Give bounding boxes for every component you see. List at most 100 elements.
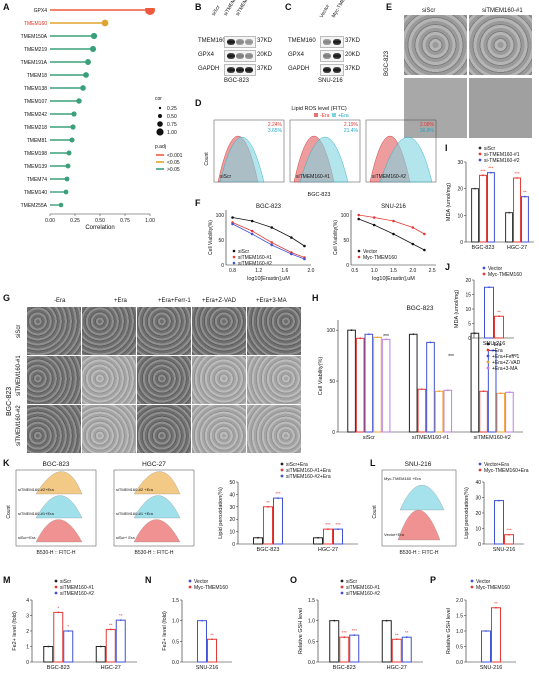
bar-point xyxy=(350,329,353,332)
x-category-label: siTMEM160-#2 xyxy=(474,435,511,441)
panel-letter-e: E xyxy=(386,2,393,12)
y-tick-label: 20 xyxy=(475,511,481,517)
legend-marker xyxy=(340,591,344,595)
panel-g-microscopy-grid: -Era +Era +Era+Ferr-1 +Era+Z-VAD +Era+3-… xyxy=(6,296,306,456)
legend-label: +Era xyxy=(492,348,503,354)
y-tick-label: 0 xyxy=(460,240,463,246)
bar-point xyxy=(359,337,362,340)
series-line xyxy=(358,218,425,251)
bar xyxy=(355,337,365,433)
data-point xyxy=(423,232,426,236)
size-label: 20KD xyxy=(345,52,361,58)
y-tick-label: 1.5 xyxy=(308,598,315,604)
micrograph-cell xyxy=(81,404,137,454)
panel-letter-a: A xyxy=(3,2,10,12)
bar xyxy=(63,630,74,663)
y-tick-label: 2.0 xyxy=(456,598,463,604)
panel-letter-f: F xyxy=(195,198,201,208)
panel-letter-h: H xyxy=(312,293,319,303)
color-legend-label: >0.05 xyxy=(167,167,180,173)
micrograph-cell xyxy=(136,306,192,356)
legend-label: Myc-TMEM160 xyxy=(363,255,397,261)
legend-marker xyxy=(280,474,284,478)
legend-label: Myc-TMEM160 xyxy=(488,272,522,278)
micrograph-cell xyxy=(246,306,302,356)
data-point xyxy=(372,223,376,227)
bar-point xyxy=(438,390,441,393)
panel-letter-l: L xyxy=(370,458,376,468)
em-label: siScr xyxy=(422,8,436,14)
cell-line-label: BGC-823 xyxy=(308,192,331,198)
bar xyxy=(434,390,444,433)
bar xyxy=(333,528,343,545)
data-point xyxy=(290,236,293,239)
x-tick-label: 0.5 xyxy=(351,268,358,274)
bar-point xyxy=(57,611,60,614)
bar xyxy=(408,333,418,433)
y-tick-label: 0 xyxy=(468,336,471,342)
lollipop-point xyxy=(89,45,97,53)
significance-mark: ** xyxy=(395,632,399,637)
micrograph-cell xyxy=(191,306,247,356)
bar xyxy=(263,506,273,545)
y-tick-label: 1.5 xyxy=(456,614,463,620)
legend-marker xyxy=(478,468,482,472)
bar xyxy=(253,537,263,545)
data-point xyxy=(303,257,306,261)
gene-label: TMEM198 xyxy=(24,151,47,157)
x-category-label: SNU-216 xyxy=(483,341,506,347)
percent-minus: 2.19% xyxy=(344,122,359,128)
row-label: siScr xyxy=(16,324,22,338)
bar-point xyxy=(420,388,423,391)
bar-point xyxy=(488,286,490,289)
y-tick-label: 30 xyxy=(475,496,481,502)
bar xyxy=(426,341,435,433)
gene-label: TMEM107 xyxy=(24,99,47,105)
y-tick-label: 0 xyxy=(346,263,349,269)
x-category-label: SNU-216 xyxy=(480,665,503,671)
lollipop-point xyxy=(145,8,155,15)
x-axis-label: B530-H :: FITC-H xyxy=(37,550,76,556)
micrograph-cell xyxy=(246,355,302,405)
legend-label: +Era+Ferr-1 xyxy=(492,354,519,360)
bar xyxy=(381,620,392,663)
protein-label: GPX4 xyxy=(198,52,215,58)
bar xyxy=(313,537,323,545)
histogram-curve xyxy=(133,471,181,495)
legend-marker xyxy=(188,585,192,589)
gene-label: TMEM139 xyxy=(24,164,47,170)
legend-label: Vector xyxy=(488,266,503,272)
bar-point xyxy=(491,349,494,352)
legend-marker xyxy=(478,146,482,150)
histogram-curve xyxy=(35,519,83,543)
bar-point xyxy=(508,533,510,536)
y-tick-label: 0 xyxy=(221,263,224,269)
panel-f-dose-response: BGC-823 0 50 100 0.8 1.2 1.6 2.0 log10[Erastin],… xyxy=(208,204,436,282)
lane-label: Vector xyxy=(318,3,332,19)
bar-point xyxy=(482,390,485,393)
legend-label: Vector xyxy=(363,249,378,255)
histogram-curve xyxy=(133,519,181,543)
histogram-curve xyxy=(35,495,83,519)
data-point xyxy=(423,248,426,252)
size-label: 37KD xyxy=(345,38,361,44)
bar-point xyxy=(395,638,398,641)
column-label: +Era+3-MA xyxy=(256,298,287,304)
bar xyxy=(479,390,488,433)
micrograph-cell xyxy=(26,404,82,454)
bar-point xyxy=(343,636,346,639)
gene-label: GPX4 xyxy=(34,8,48,14)
em-image xyxy=(404,78,467,138)
bar-point xyxy=(337,528,339,531)
y-tick-label: 30 xyxy=(457,160,463,166)
bar xyxy=(373,336,382,433)
y-tick-label: 1.0 xyxy=(308,619,315,625)
y-tick-label: 0 xyxy=(232,542,235,548)
legend-swatch xyxy=(332,113,336,117)
column-label: +Era+Ferr-1 xyxy=(158,298,191,304)
histogram-curve xyxy=(35,471,83,495)
data-point xyxy=(270,226,274,229)
data-point xyxy=(357,217,361,221)
sample-label: Vector+Era xyxy=(384,532,405,537)
